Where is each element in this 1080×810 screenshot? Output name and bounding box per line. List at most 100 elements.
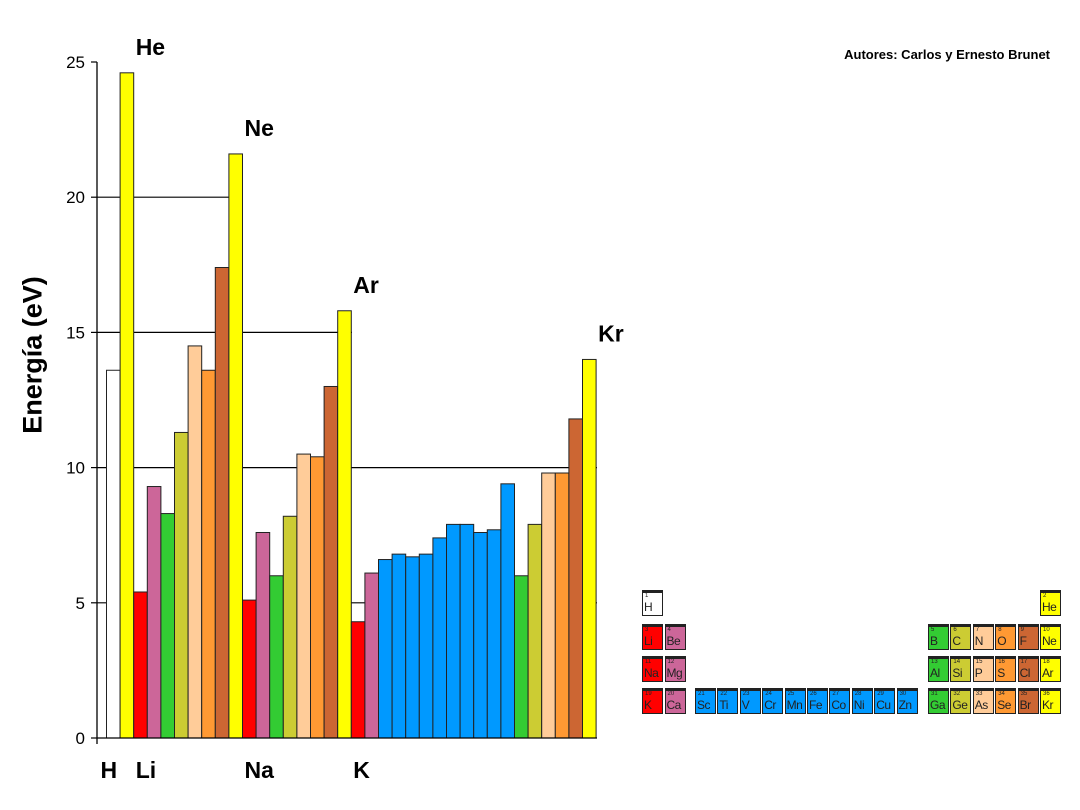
atomic-number: 35 — [1020, 691, 1028, 697]
element-cell-Cl: 17 Cl — [1017, 656, 1039, 682]
x-label-H: H — [101, 757, 118, 783]
bar-Cr — [418, 553, 434, 739]
atomic-number: 20 — [667, 691, 675, 697]
bar-Si — [282, 515, 298, 739]
element-cell-Cr: 24 Cr — [762, 688, 784, 714]
element-symbol: Na — [644, 666, 659, 680]
element-cell-V: 23 V — [739, 688, 761, 714]
element-symbol: Mn — [786, 698, 803, 712]
atomic-number: 19 — [645, 691, 652, 697]
element-cell-Ne: 10 Ne — [1040, 624, 1061, 650]
element-cell-Br: 35 Br — [1017, 688, 1039, 714]
atomic-number: 13 — [931, 659, 938, 665]
atomic-number: 11 — [645, 659, 652, 665]
bar-Mg — [255, 531, 271, 739]
atomic-number: 9 — [1020, 627, 1024, 633]
bar-Ga — [514, 575, 529, 739]
element-symbol: Kr — [1042, 698, 1054, 712]
atomic-number: 27 — [832, 691, 840, 697]
bar-Ge — [527, 523, 543, 739]
atomic-number: 23 — [742, 691, 750, 697]
element-symbol: Ca — [666, 698, 682, 712]
atomic-number: 21 — [698, 691, 705, 697]
bar-As — [541, 472, 556, 739]
annotation-Kr: Kr — [598, 320, 624, 346]
bar-S — [310, 456, 325, 739]
credit-text: Autores: Carlos y Ernesto Brunet — [844, 47, 1050, 62]
y-tick-label: 0 — [76, 729, 85, 748]
element-symbol: Si — [952, 666, 963, 680]
atomic-number: 18 — [1043, 659, 1050, 665]
element-cell-Ti: 22 Ti — [717, 688, 739, 714]
y-tick-label: 15 — [66, 323, 85, 342]
element-symbol: Al — [930, 666, 940, 680]
atomic-number: 31 — [931, 691, 938, 697]
atomic-number: 2 — [1043, 593, 1047, 599]
element-cell-Na: 11 Na — [642, 656, 663, 682]
bar-Fe — [446, 523, 461, 739]
element-cell-As: 33 As — [972, 688, 994, 714]
element-symbol: Zn — [898, 698, 913, 712]
atomic-number: 17 — [1020, 659, 1028, 665]
element-symbol: Co — [831, 698, 846, 712]
element-cell-P: 15 P — [972, 656, 994, 682]
element-cell-He: 2 He — [1040, 590, 1061, 616]
atomic-number: 29 — [877, 691, 884, 697]
atomic-number: 8 — [998, 627, 1002, 633]
element-symbol: Se — [997, 698, 1011, 712]
annotation-He: He — [136, 34, 165, 60]
y-axis-label: Energía (eV) — [17, 276, 48, 434]
element-symbol: Be — [666, 634, 681, 648]
element-symbol: Ge — [952, 698, 968, 712]
bar-Ne — [228, 153, 243, 739]
x-label-Li: Li — [136, 757, 156, 783]
element-symbol: P — [974, 666, 983, 680]
bar-Mn — [432, 537, 447, 739]
element-cell-Al: 13 Al — [928, 656, 949, 682]
element-symbol: Cr — [764, 698, 776, 712]
atomic-number: 32 — [953, 691, 961, 697]
element-symbol: As — [974, 698, 989, 712]
element-symbol: F — [1019, 634, 1027, 648]
bar-Sc — [378, 559, 393, 739]
bar-V — [405, 556, 420, 739]
element-cell-K: 19 K — [642, 688, 663, 714]
bar-C — [174, 431, 189, 739]
element-symbol: Sc — [697, 698, 711, 712]
element-symbol: C — [952, 634, 961, 648]
atomic-number: 12 — [667, 659, 675, 665]
element-symbol: Ni — [853, 698, 865, 712]
bar-Be — [146, 486, 162, 739]
element-cell-Cu: 29 Cu — [874, 688, 896, 714]
atomic-number: 36 — [1043, 691, 1050, 697]
element-cell-Ar: 18 Ar — [1040, 656, 1061, 682]
element-cell-Co: 27 Co — [829, 688, 851, 714]
element-symbol: He — [1042, 600, 1057, 614]
y-tick-label: 10 — [66, 459, 85, 478]
element-cell-Se: 34 Se — [995, 688, 1017, 714]
bar-Cu — [486, 529, 502, 739]
bar-Cl — [323, 385, 339, 739]
element-symbol: O — [997, 634, 1007, 648]
atomic-number: 34 — [998, 691, 1005, 697]
element-symbol: Br — [1019, 698, 1032, 712]
element-symbol: H — [644, 600, 653, 614]
atomic-number: 28 — [854, 691, 862, 697]
bar-Se — [554, 472, 570, 739]
element-symbol: K — [644, 698, 652, 712]
atomic-number: 4 — [667, 627, 671, 633]
y-tick-label: 25 — [66, 53, 85, 72]
bar-H — [106, 369, 121, 739]
bar-B — [160, 513, 175, 739]
y-tick-label: 20 — [66, 188, 85, 207]
element-symbol: Ti — [719, 698, 728, 712]
element-cell-Kr: 36 Kr — [1040, 688, 1061, 714]
element-cell-Be: 4 Be — [664, 624, 686, 650]
atomic-number: 24 — [765, 691, 772, 697]
bar-Kr — [582, 358, 597, 739]
